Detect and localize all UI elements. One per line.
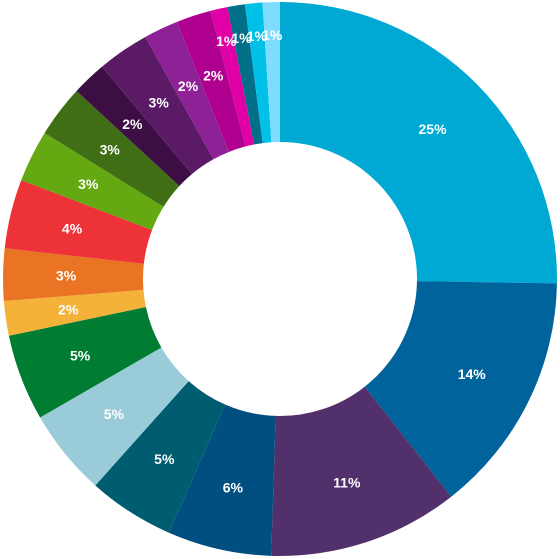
- slice-label-14: 3%: [149, 95, 170, 111]
- slice-label-7: 5%: [70, 347, 91, 363]
- slice-label-13: 2%: [122, 116, 143, 132]
- slice-label-5: 5%: [154, 451, 175, 467]
- donut-slice-15[interactable]: [145, 21, 230, 160]
- slice-label-18: 1%: [231, 30, 252, 46]
- slice-label-17: 1%: [216, 33, 237, 49]
- donut-slice-2[interactable]: [364, 281, 557, 497]
- donut-slice-8[interactable]: [3, 289, 146, 336]
- slice-label-1: 25%: [419, 121, 448, 137]
- slice-label-20: 1%: [262, 27, 283, 43]
- donut-slice-3[interactable]: [271, 386, 452, 556]
- slice-label-15: 2%: [178, 78, 199, 94]
- donut-slice-6[interactable]: [40, 347, 189, 486]
- donut-slice-18[interactable]: [227, 4, 263, 145]
- donut-slice-9[interactable]: [2, 248, 144, 301]
- labels-group: 25%14%11%6%5%5%5%2%3%4%3%3%2%3%2%2%1%1%1…: [56, 27, 486, 496]
- donut-slice-14[interactable]: [101, 36, 214, 175]
- slice-label-12: 3%: [100, 141, 121, 157]
- donut-slice-12[interactable]: [44, 91, 180, 207]
- slice-label-6: 5%: [104, 406, 125, 422]
- donut-slice-1[interactable]: [280, 2, 557, 284]
- slice-label-16: 2%: [203, 68, 224, 84]
- slice-label-11: 3%: [78, 176, 99, 192]
- slice-label-4: 6%: [223, 480, 244, 496]
- slice-label-2: 14%: [458, 366, 487, 382]
- donut-slice-4[interactable]: [168, 404, 276, 556]
- donut-slice-11[interactable]: [21, 132, 164, 231]
- donut-slice-10[interactable]: [4, 180, 153, 264]
- slice-label-3: 11%: [333, 474, 361, 490]
- donut-slice-20[interactable]: [262, 2, 280, 143]
- slice-label-9: 3%: [56, 268, 77, 284]
- donut-slice-13[interactable]: [76, 66, 192, 187]
- slice-label-8: 2%: [58, 301, 79, 317]
- donut-slice-5[interactable]: [95, 381, 226, 533]
- slice-label-10: 4%: [62, 221, 83, 237]
- donut-slice-16[interactable]: [177, 10, 246, 152]
- donut-slice-17[interactable]: [210, 7, 255, 147]
- slice-label-19: 1%: [247, 28, 268, 44]
- donut-slice-7[interactable]: [8, 307, 162, 418]
- donut-slice-19[interactable]: [244, 2, 272, 144]
